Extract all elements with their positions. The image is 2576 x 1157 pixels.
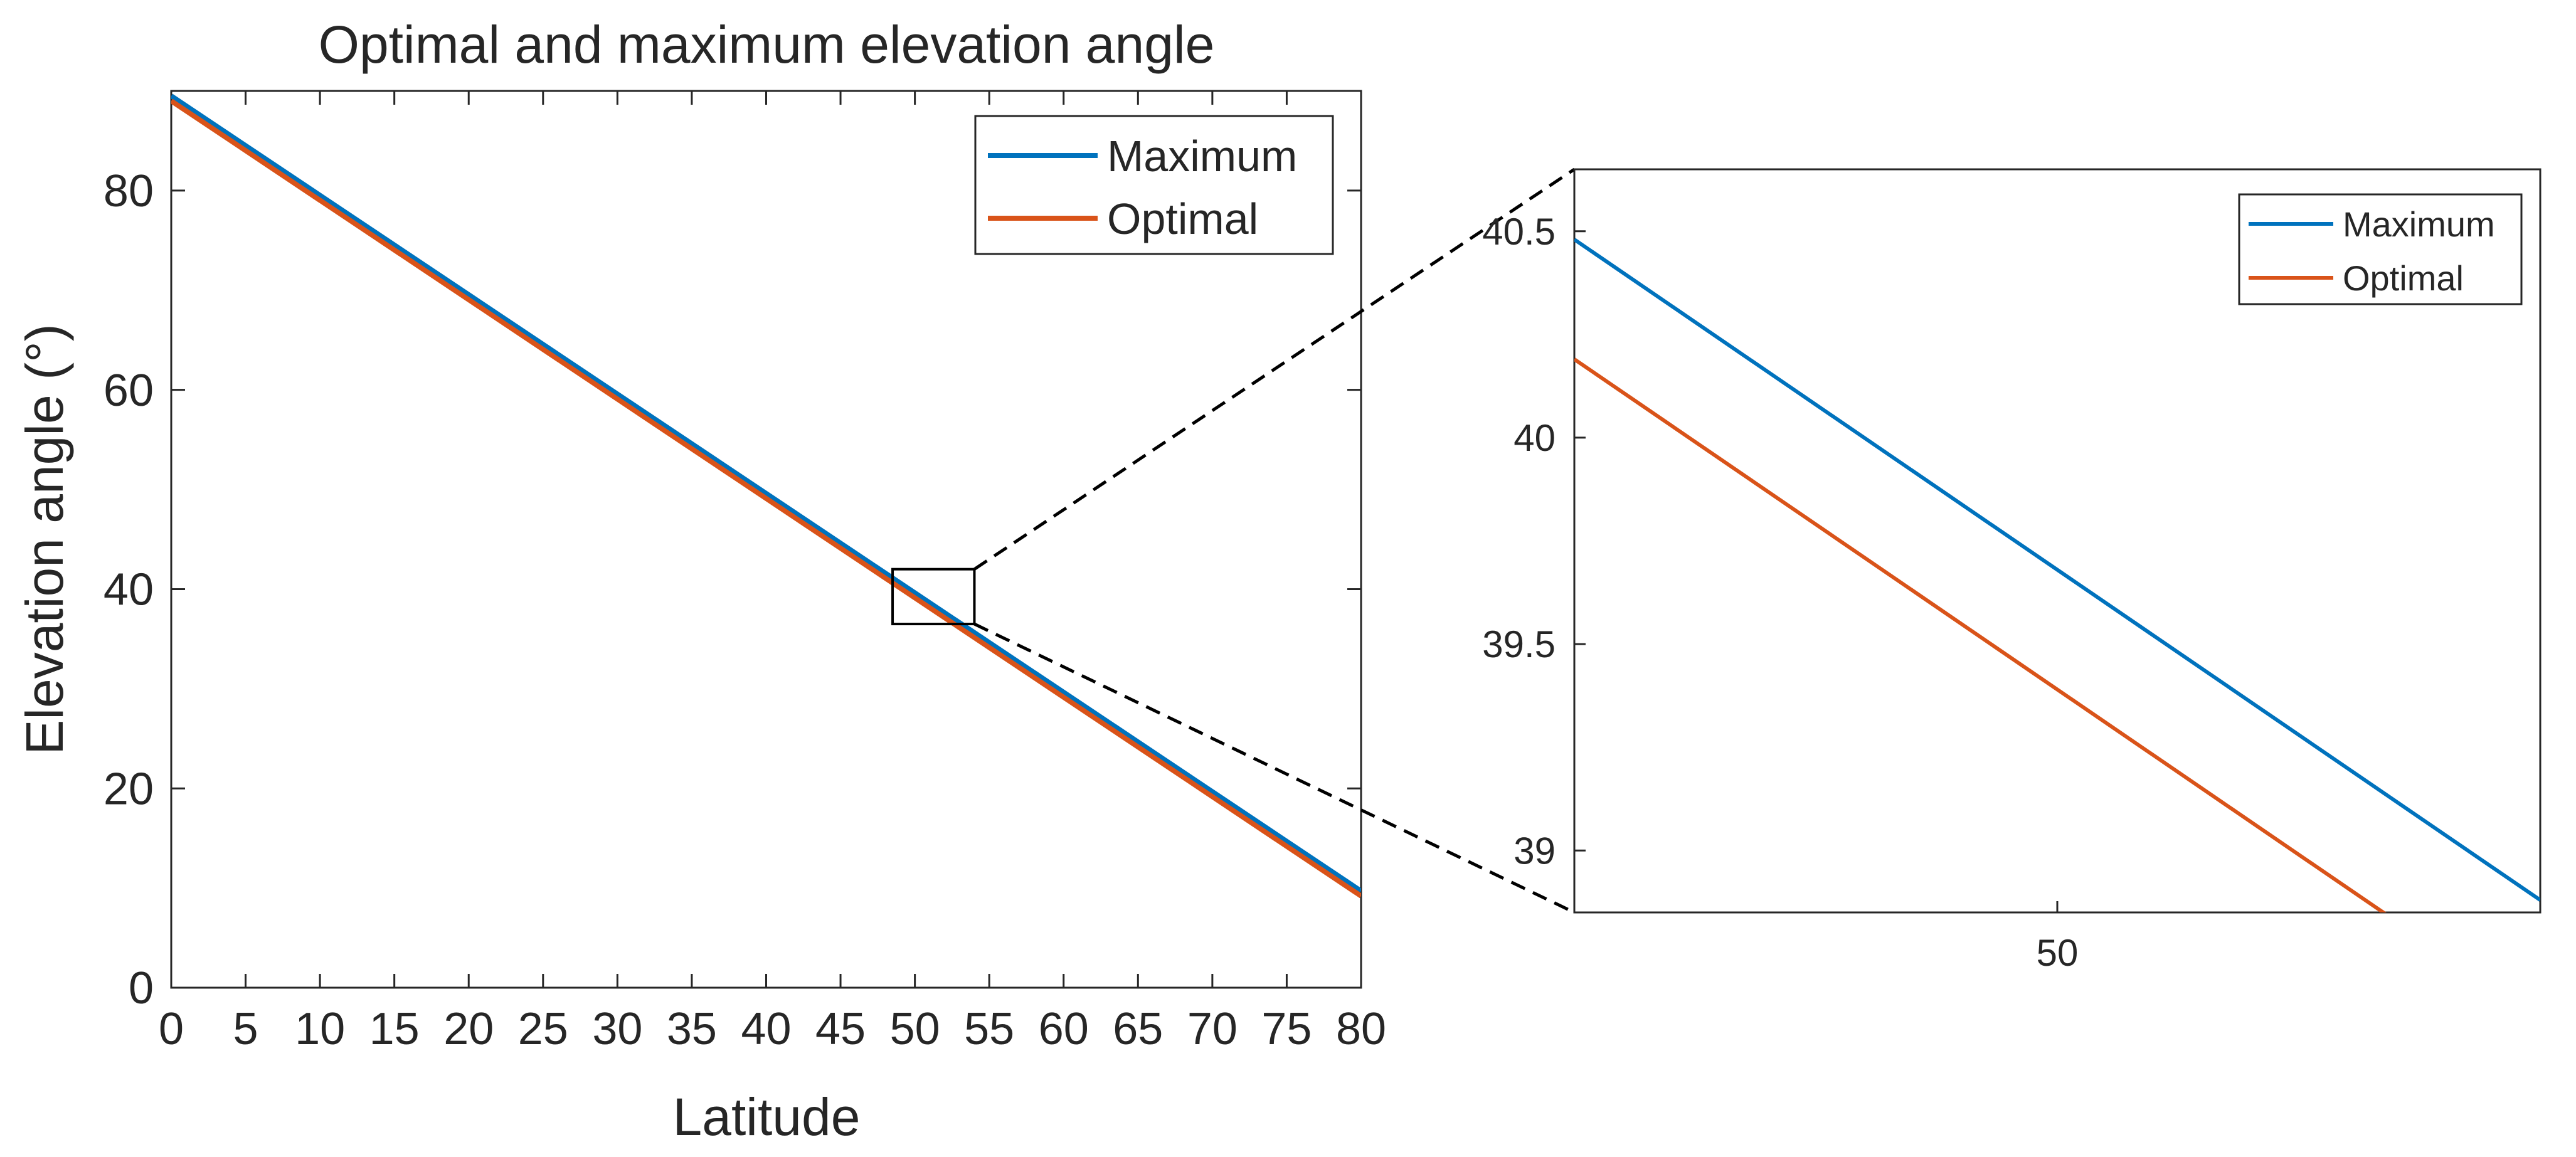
main-series-line-maximum (171, 93, 1361, 894)
main-legend-label-maximum: Maximum (1107, 132, 1297, 181)
main-x-tick-label: 65 (1113, 1004, 1163, 1054)
main-y-tick-label: 20 (103, 764, 154, 814)
main-x-tick-label: 60 (1039, 1004, 1089, 1054)
inset-y-ticks: 39 39.5 40 40.5 (1482, 211, 1586, 872)
zoom-box (891, 568, 976, 626)
main-chart-title: Optimal and maximum elevation angle (319, 15, 1215, 74)
inset-series-line-optimal (1574, 357, 2387, 912)
inset-x-tick-label: 50 (2037, 932, 2079, 974)
main-x-tick-label: 50 (890, 1004, 940, 1054)
main-x-tick-label: 15 (369, 1004, 420, 1054)
zoom-connector-top (973, 167, 1576, 571)
inset-legend-label-maximum: Maximum (2343, 204, 2495, 244)
inset-y-tick-label: 39.5 (1482, 623, 1556, 665)
inset-y-tick-label: 39 (1513, 830, 1556, 872)
main-y-tick-label: 60 (103, 366, 154, 416)
main-x-tick-label: 80 (1336, 1004, 1386, 1054)
main-x-tick-label: 0 (159, 1004, 184, 1054)
inset-y-tick-label: 40 (1513, 417, 1556, 459)
main-series-line-optimal (171, 98, 1361, 899)
main-y-ticks: 0 20 40 60 80 (103, 166, 1361, 1013)
main-x-tick-label: 45 (815, 1004, 866, 1054)
main-x-tick-label: 5 (233, 1004, 258, 1054)
main-y-tick-label: 40 (103, 565, 154, 615)
main-x-tick-label: 10 (295, 1004, 345, 1054)
main-x-tick-label: 40 (741, 1004, 791, 1054)
main-x-tick-label: 55 (964, 1004, 1014, 1054)
main-chart: Optimal and maximum elevation angle 0 5 10… (15, 15, 1386, 1146)
inset-x-ticks: 50 (2037, 901, 2079, 974)
inset-legend-box (2238, 193, 2523, 305)
inset-legend-label-optimal: Optimal (2343, 258, 2464, 298)
main-legend: Maximum Optimal (974, 115, 1334, 255)
inset-y-tick-label: 40.5 (1482, 211, 1556, 253)
main-x-tick-label: 25 (518, 1004, 568, 1054)
main-legend-label-optimal: Optimal (1107, 194, 1258, 243)
main-legend-box (974, 115, 1334, 255)
main-x-axis-label: Latitude (673, 1087, 861, 1146)
main-series-lines (171, 93, 1361, 899)
main-y-axis-label: Elevation angle (°) (15, 324, 74, 754)
main-x-tick-label: 30 (592, 1004, 642, 1054)
main-x-ticks: 0 5 10 15 20 25 30 35 40 45 50 55 60 65 70 75 80 (159, 91, 1386, 1054)
inset-legend: Maximum Optimal (2238, 193, 2523, 305)
main-y-tick-label: 0 (129, 963, 154, 1013)
main-x-tick-label: 20 (443, 1004, 494, 1054)
main-x-tick-label: 35 (667, 1004, 717, 1054)
main-y-tick-label: 80 (103, 166, 154, 216)
main-x-tick-label: 75 (1261, 1004, 1312, 1054)
inset-series-lines (1574, 238, 2540, 912)
main-x-tick-label: 70 (1187, 1004, 1238, 1054)
zoom-connector-bottom (973, 622, 1576, 914)
inset-chart: 50 39 39.5 40 40.5 Maximum Optimal (1482, 168, 2542, 974)
inset-series-line-maximum (1574, 238, 2540, 902)
